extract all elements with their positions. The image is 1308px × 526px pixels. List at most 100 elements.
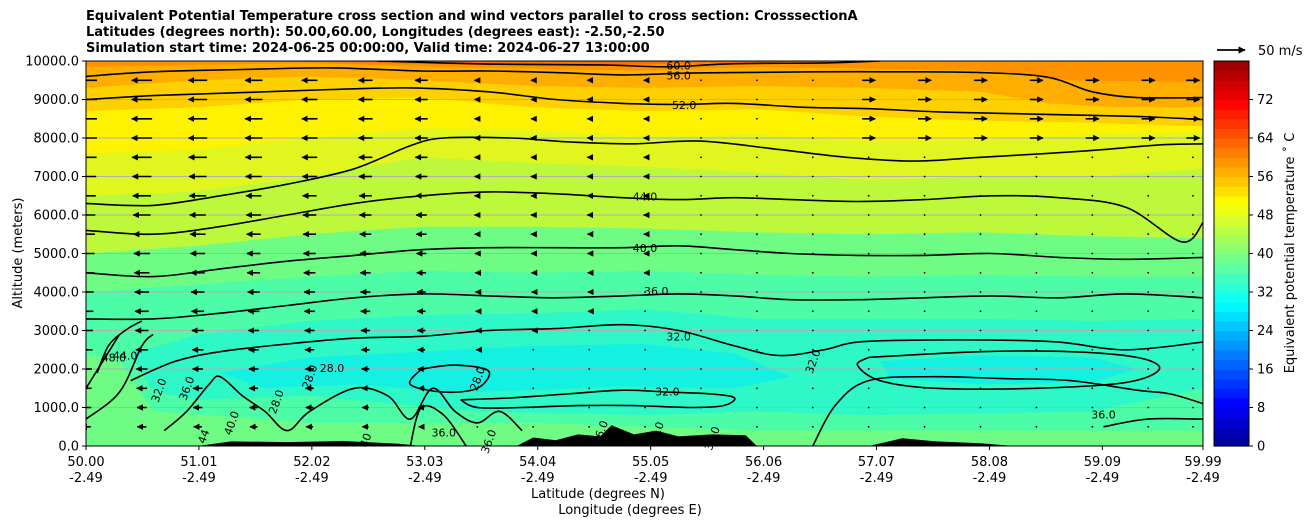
colorbar-tick-label: 32 <box>1257 286 1274 301</box>
x-tick-label-lon: -2.49 <box>408 471 442 486</box>
wind-vector <box>756 252 758 255</box>
wind-vector <box>1035 329 1038 332</box>
wind-vector <box>1192 387 1194 390</box>
wind-vector <box>1192 329 1194 332</box>
wind-vector <box>700 348 702 351</box>
wind-vector <box>923 406 926 409</box>
wind-vector <box>979 271 982 274</box>
contour-label: 36.0 <box>1091 408 1116 421</box>
wind-vector <box>700 79 702 82</box>
field-band-30 <box>220 344 791 393</box>
wind-vector <box>644 406 646 409</box>
wind-vector <box>811 233 814 236</box>
wind-vector <box>700 156 702 159</box>
contour-line-36 <box>1103 417 1203 428</box>
colorbar-band <box>1214 311 1249 322</box>
wind-vector <box>979 406 982 409</box>
wind-vector <box>476 406 479 409</box>
contour-lines <box>86 61 1203 446</box>
wind-vector <box>1147 175 1150 178</box>
contour-label: 52.0 <box>672 99 697 112</box>
contour-label: 28.0 <box>320 362 345 375</box>
wind-vector <box>1192 252 1194 255</box>
contour-label: 44.0 <box>113 350 138 363</box>
wind-vector <box>1035 214 1038 216</box>
contour-line-36 <box>812 375 1203 446</box>
wind-vector <box>811 156 814 159</box>
wind-vector <box>811 329 814 332</box>
colorbar-band <box>1214 147 1249 158</box>
wind-vector <box>811 252 814 255</box>
wind-vector <box>979 329 982 332</box>
wind-vector <box>1035 348 1038 351</box>
wind-vector <box>1147 406 1150 409</box>
wind-vector <box>867 368 870 370</box>
wind-vector <box>476 425 479 428</box>
wind-vector <box>811 117 814 120</box>
wind-vector <box>1192 368 1194 370</box>
wind-vector <box>700 252 702 255</box>
wind-vector <box>756 329 758 332</box>
wind-vector <box>1091 387 1094 390</box>
colorbar-band <box>1214 253 1249 264</box>
wind-vector <box>756 117 758 120</box>
wind-vector <box>811 137 814 139</box>
wind-vector <box>867 194 870 197</box>
wind-vector <box>1035 368 1038 370</box>
x-tick-label-lat: 50.00 <box>67 455 104 470</box>
colorbar-band <box>1214 320 1249 332</box>
wind-vector <box>756 425 758 428</box>
x-tick-label-lat: 57.07 <box>858 455 895 470</box>
wind-vector <box>700 271 702 274</box>
wind-vector <box>1035 387 1038 390</box>
wind-vector <box>811 98 814 101</box>
colorbar-band <box>1214 272 1249 283</box>
x-tick-label-lon: -2.49 <box>295 471 329 486</box>
x-tick-label-lat: 53.03 <box>406 455 443 470</box>
y-tick-label: 0.0 <box>58 440 79 455</box>
wind-vector <box>1147 310 1150 313</box>
wind-vector <box>979 233 982 236</box>
wind-vector <box>811 271 814 274</box>
wind-vector <box>1147 214 1150 216</box>
wind-vector <box>532 406 535 409</box>
wind-vector <box>867 406 870 409</box>
contour-label: 40.0 <box>633 242 658 255</box>
x-tick-label-lon: -2.49 <box>521 471 555 486</box>
wind-vector <box>1192 348 1194 351</box>
wind-vector <box>1147 194 1150 197</box>
wind-vector <box>1192 291 1194 293</box>
wind-vector <box>1147 368 1150 370</box>
wind-vector <box>700 137 702 139</box>
wind-vector <box>867 233 870 236</box>
colorbar-band <box>1214 109 1249 120</box>
wind-vector <box>1147 156 1150 159</box>
wind-vector <box>1035 156 1038 159</box>
colorbar-band <box>1214 359 1249 370</box>
wind-vector <box>756 233 758 236</box>
wind-vector <box>811 214 814 216</box>
wind-vector <box>532 348 535 351</box>
wind-vector <box>811 175 814 178</box>
wind-vector <box>867 348 870 351</box>
wind-vector <box>1035 194 1038 197</box>
contour-label: 60.0 <box>666 60 691 73</box>
x-tick-label-lat: 51.01 <box>180 455 217 470</box>
contour-labels: 60.056.0 52.0 44.0 40.0 36.0 32.0 32.0 28.0 36.0… <box>102 60 1116 456</box>
wind-vector <box>700 175 702 178</box>
y-tick-label: 6000.0 <box>34 209 80 224</box>
colorbar-band <box>1214 378 1249 389</box>
wind-vector <box>588 368 591 370</box>
wind-vector <box>923 348 926 351</box>
wind-vector <box>700 310 702 313</box>
wind-vector <box>979 368 982 370</box>
colorbar-band <box>1214 80 1249 91</box>
contour-line-44 <box>96 320 143 374</box>
wind-vector <box>756 214 758 216</box>
quiver-key: 50 m/s <box>1217 44 1303 59</box>
wind-vector <box>1147 425 1150 428</box>
wind-vector <box>700 368 702 370</box>
wind-vector <box>644 329 646 332</box>
wind-vector <box>1192 425 1194 428</box>
wind-vector <box>867 291 870 293</box>
